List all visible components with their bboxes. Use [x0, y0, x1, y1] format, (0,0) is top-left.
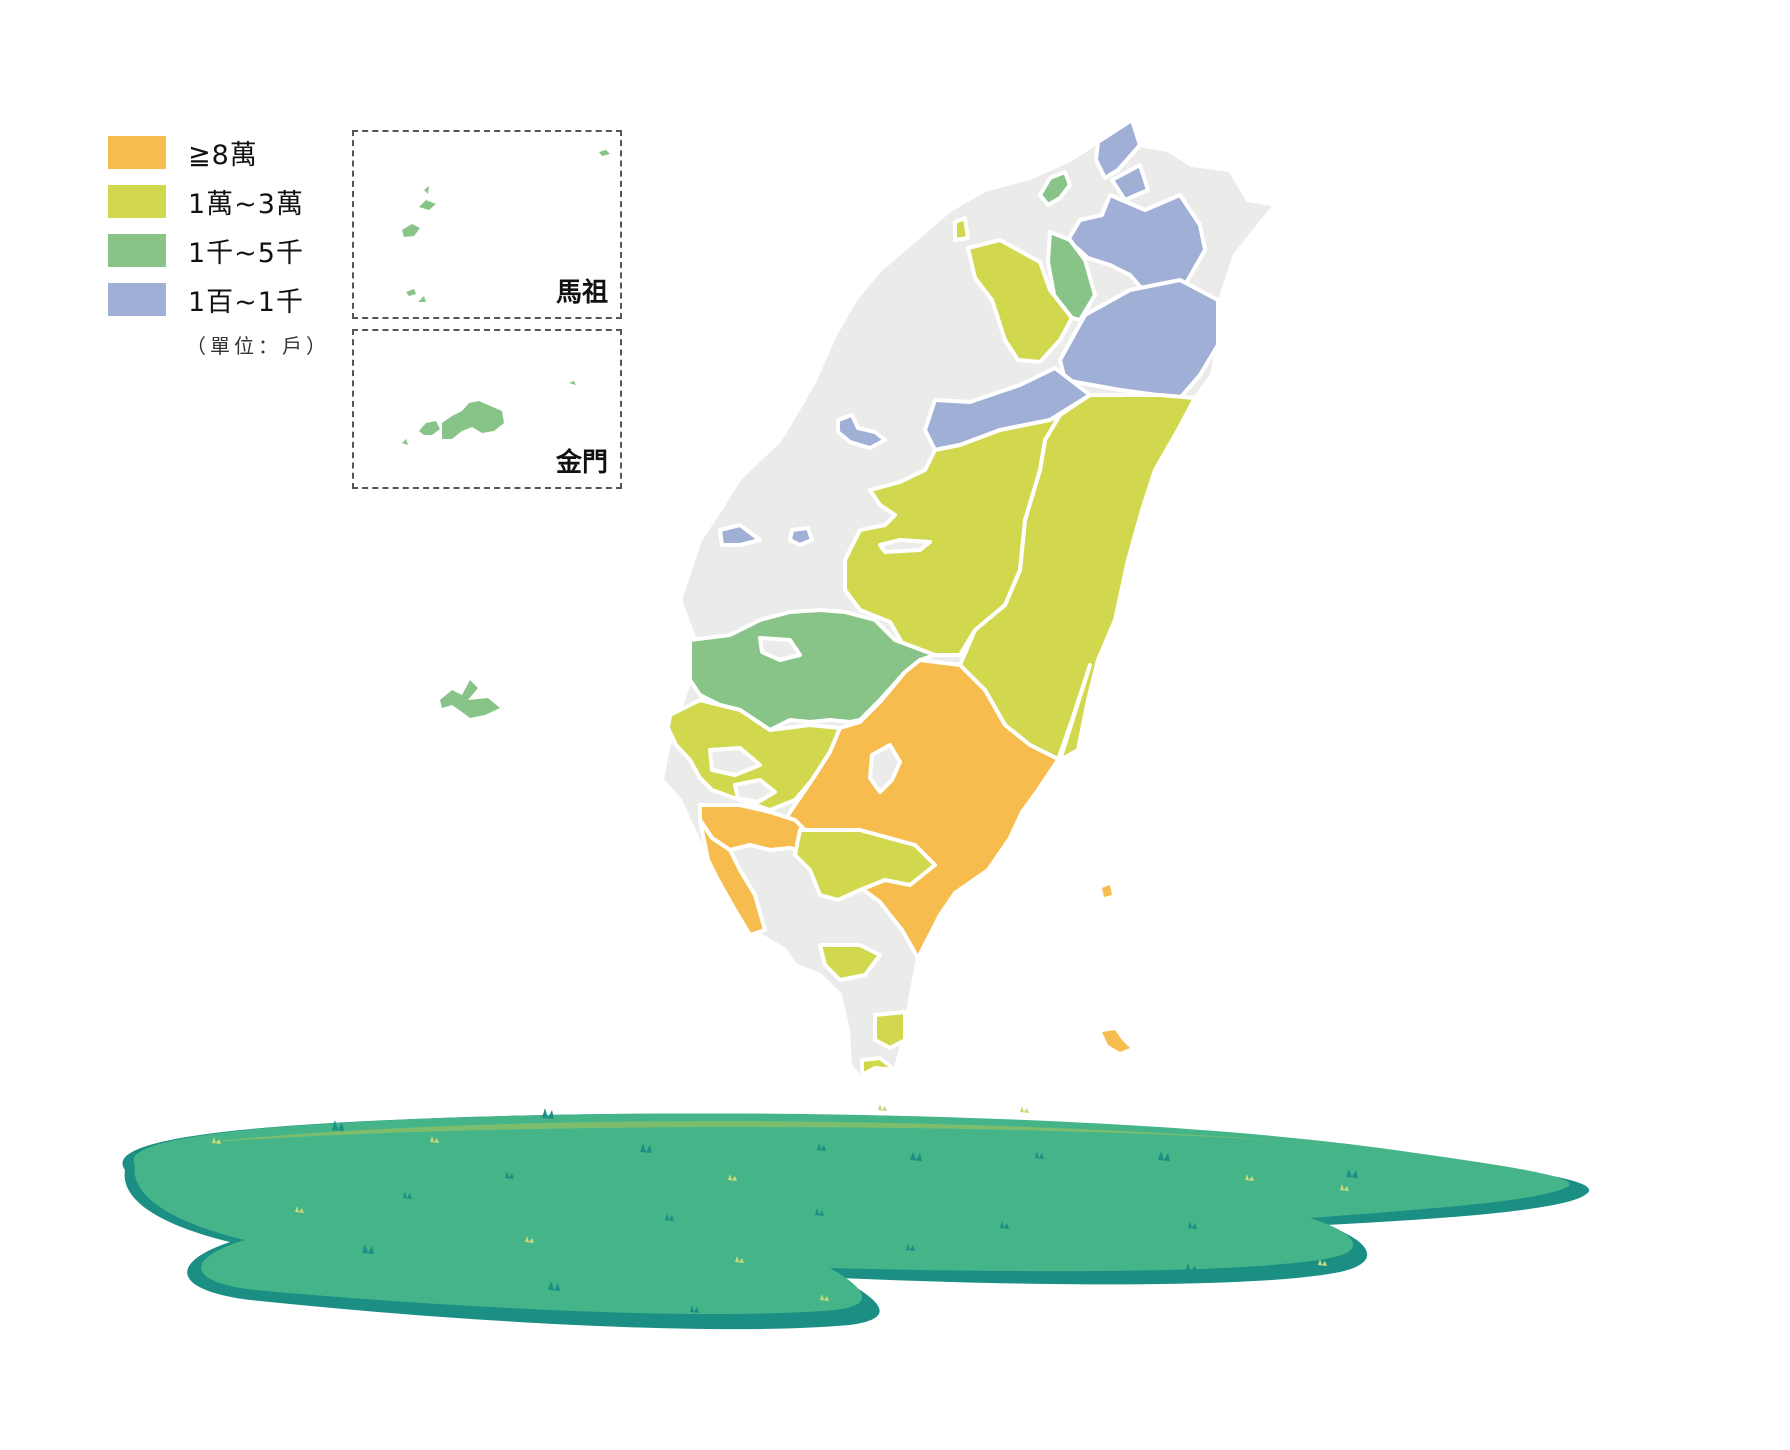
inset-matsu: 馬祖	[352, 130, 622, 319]
legend: ≧8萬 1萬~3萬 1千~5千 1百~1千 （單位：戶）	[108, 128, 338, 359]
legend-label: ≧8萬	[188, 140, 258, 171]
kinmen-islands-map	[402, 381, 576, 445]
outlying-islands	[440, 680, 1130, 1052]
legend-item-1k-5k: 1千~5千	[108, 226, 338, 275]
legend-item-10k-30k: 1萬~3萬	[108, 177, 338, 226]
legend-label: 1千~5千	[188, 238, 304, 269]
legend-unit: （單位：戶）	[186, 334, 330, 358]
legend-item-ge-80k: ≧8萬	[108, 128, 338, 177]
legend-swatch	[108, 234, 166, 267]
inset-kinmen: 金門	[352, 329, 622, 489]
legend-label: 1百~1千	[188, 287, 304, 318]
legend-swatch	[108, 283, 166, 316]
grass-platform	[122, 1104, 1590, 1330]
legend-label: 1萬~3萬	[188, 189, 304, 220]
inset-label-kinmen: 金門	[555, 448, 608, 478]
legend-swatch	[108, 136, 166, 169]
matsu-islands-map	[402, 150, 610, 302]
taiwan-main-island	[660, 118, 1277, 1080]
legend-item-100-1k: 1百~1千	[108, 275, 338, 324]
inset-label-matsu: 馬祖	[555, 278, 608, 308]
legend-swatch	[108, 185, 166, 218]
